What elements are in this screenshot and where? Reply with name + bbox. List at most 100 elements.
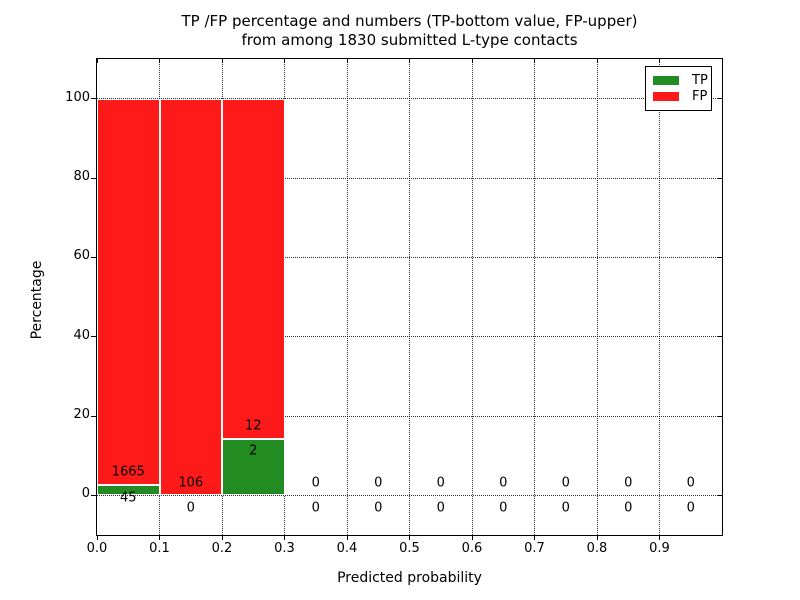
annotation-fp-count-bin9: 0	[686, 475, 695, 491]
gridline-horizontal	[97, 336, 722, 338]
gridline-vertical	[284, 59, 285, 535]
x-tick-label: 0.8	[586, 541, 608, 556]
x-tick-label: 0.6	[461, 541, 483, 556]
x-tick-bottom	[159, 535, 160, 540]
y-tick-left	[91, 98, 96, 100]
x-tick-label: 0.4	[336, 541, 358, 556]
x-tick-bottom	[221, 535, 223, 540]
annotation-fp-count-bin2: 12	[244, 418, 262, 434]
y-tick-right	[718, 494, 722, 496]
bar-fp-bin1	[159, 98, 222, 496]
legend-swatch-tp	[653, 75, 679, 85]
y-tick-right	[718, 415, 722, 417]
legend-label-tp: TP	[692, 72, 708, 88]
x-axis-label: Predicted probability	[337, 570, 482, 586]
y-tick-left	[91, 494, 96, 496]
annotation-fp-count-bin3: 0	[311, 475, 320, 491]
annotation-tp-count-bin3: 0	[311, 500, 320, 516]
chart-title: TP /FP percentage and numbers (TP-bottom…	[97, 12, 722, 50]
gridline-vertical	[409, 59, 410, 535]
annotation-tp-count-bin4: 0	[374, 500, 383, 516]
gridline-horizontal	[97, 415, 722, 417]
y-tick-label: 0	[81, 486, 90, 502]
x-tick-bottom	[596, 535, 598, 540]
x-tick-top	[346, 59, 348, 63]
y-tick-label: 40	[73, 327, 90, 343]
gridline-vertical	[534, 59, 535, 535]
gridline-vertical	[659, 59, 660, 535]
annotation-fp-count-bin7: 0	[561, 475, 570, 491]
x-tick-label: 0.1	[149, 541, 170, 556]
y-axis-label: Percentage	[29, 260, 45, 340]
chart-title-line2: from among 1830 submitted L-type contact…	[241, 31, 578, 49]
x-tick-top	[284, 59, 285, 63]
x-tick-top	[659, 59, 660, 63]
x-tick-top	[221, 59, 223, 63]
x-tick-bottom	[284, 535, 285, 540]
chart-title-line1: TP /FP percentage and numbers (TP-bottom…	[181, 12, 638, 30]
bar-tp-bin2	[222, 438, 285, 496]
x-tick-top	[596, 59, 598, 63]
annotation-fp-count-bin6: 0	[499, 475, 508, 491]
annotation-tp-count-bin9: 0	[686, 500, 695, 516]
gridline-horizontal	[97, 256, 722, 258]
gridline-horizontal	[97, 177, 722, 179]
y-tick-right	[718, 177, 722, 179]
x-tick-bottom	[346, 535, 348, 540]
plot-area: 1665 45 106 0 12 2 0 0 0 0 0 0 0 0 0 0 0 0 0 0 0.0 0.1 0.2 0.3 0…	[65, 58, 723, 556]
annotation-fp-count-bin1: 106	[178, 475, 204, 491]
annotation-tp-count-bin5: 0	[436, 500, 445, 516]
x-tick-label: 0.7	[524, 541, 545, 556]
x-tick-label: 0.9	[649, 541, 670, 556]
x-tick-label: 0.5	[399, 541, 420, 556]
x-tick-top	[471, 59, 473, 63]
legend-box: TP FP	[645, 66, 712, 111]
x-tick-bottom	[471, 535, 473, 540]
x-tick-top	[534, 59, 535, 63]
x-tick-bottom	[534, 535, 535, 540]
gridline-horizontal	[97, 98, 722, 100]
x-tick-label: 0.2	[211, 541, 233, 556]
annotation-fp-count-bin5: 0	[436, 475, 445, 491]
gridline-horizontal	[97, 494, 722, 496]
gridline-vertical	[471, 59, 473, 535]
y-tick-label: 80	[73, 169, 90, 184]
y-tick-right	[718, 336, 722, 338]
x-tick-top	[409, 59, 410, 63]
annotation-tp-count-bin8: 0	[624, 500, 633, 516]
y-tick-label: 100	[65, 89, 90, 105]
annotation-fp-count-bin8: 0	[624, 475, 633, 491]
annotation-tp-count-bin0: 45	[119, 490, 137, 506]
annotation-tp-count-bin7: 0	[561, 500, 570, 516]
x-tick-bottom	[659, 535, 660, 540]
y-tick-right	[718, 98, 722, 100]
gridline-vertical	[346, 59, 348, 535]
annotation-fp-count-bin0: 1665	[111, 464, 145, 480]
legend-entry-fp: FP	[653, 89, 708, 105]
bar-fp-bin2	[222, 98, 285, 439]
x-tick-label: 0.0	[86, 541, 108, 556]
legend-entry-tp: TP	[653, 74, 708, 87]
y-tick-label: 20	[73, 407, 90, 422]
y-tick-left	[91, 256, 96, 258]
y-tick-right	[718, 256, 722, 258]
legend-swatch-fp	[653, 92, 679, 102]
y-tick-left	[91, 415, 96, 417]
y-tick-label: 60	[73, 248, 90, 264]
annotation-tp-count-bin6: 0	[499, 500, 508, 516]
annotation-tp-count-bin2: 2	[249, 443, 258, 459]
bar-fp-bin0	[97, 98, 160, 485]
y-tick-left	[91, 336, 96, 338]
x-tick-bottom	[96, 535, 98, 540]
x-tick-top	[159, 59, 160, 63]
y-tick-left	[91, 177, 96, 179]
gridline-vertical	[596, 59, 598, 535]
annotation-tp-count-bin1: 0	[186, 500, 195, 516]
x-tick-bottom	[409, 535, 410, 540]
legend-label-fp: FP	[692, 89, 708, 105]
x-tick-label: 0.3	[274, 541, 295, 556]
annotation-fp-count-bin4: 0	[374, 475, 383, 491]
x-tick-top	[96, 59, 98, 63]
bar-tp-bin0	[97, 484, 160, 496]
